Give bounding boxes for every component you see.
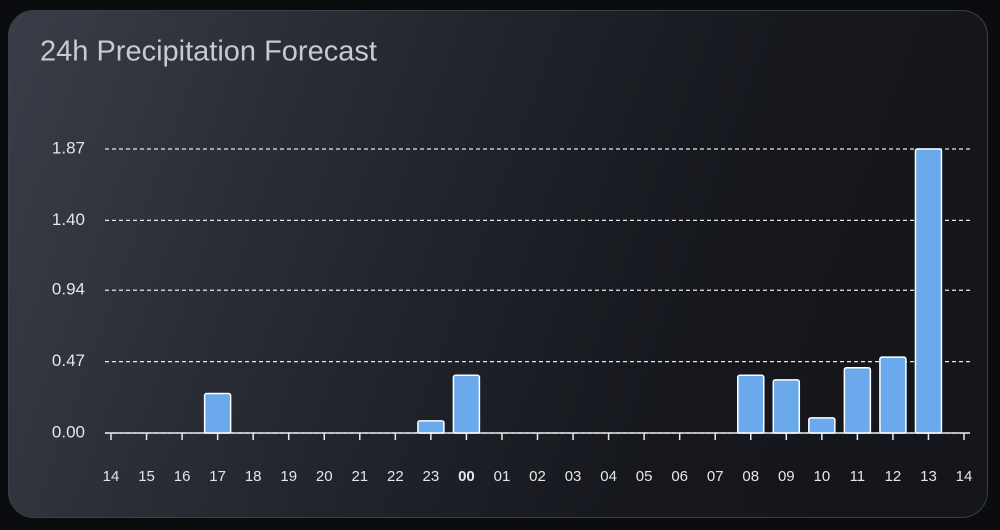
x-tick-label: 10 — [813, 468, 830, 485]
x-tick-label: 15 — [138, 468, 155, 485]
x-tick-label: 12 — [885, 468, 902, 485]
bar — [843, 366, 872, 434]
bar — [737, 374, 765, 434]
y-tick-label: 1.87 — [52, 138, 85, 157]
bar — [879, 356, 907, 434]
bar — [772, 379, 801, 434]
x-tick-label: 07 — [707, 468, 724, 485]
x-tick-label: 13 — [920, 468, 937, 485]
chart-title: 24h Precipitation Forecast — [40, 36, 377, 68]
bar — [914, 148, 943, 434]
x-tick-label: 06 — [671, 468, 688, 485]
x-tick-label: 16 — [174, 468, 191, 485]
x-tick-label: 00 — [458, 468, 475, 485]
bar — [417, 420, 445, 434]
x-tick-label: 08 — [742, 468, 759, 485]
x-tick-label: 21 — [351, 468, 368, 485]
x-tick-label: 04 — [600, 468, 617, 485]
x-tick-label: 17 — [209, 468, 226, 485]
x-tick-label: 18 — [245, 468, 262, 485]
x-tick-label: 01 — [494, 468, 511, 485]
x-tick-label: 23 — [423, 468, 440, 485]
y-tick-label: 1.40 — [52, 210, 85, 229]
x-tick-label: 22 — [387, 468, 404, 485]
bar — [452, 374, 481, 434]
bar — [203, 392, 232, 434]
y-tick-label: 0.00 — [52, 422, 85, 441]
x-tick-label: 05 — [636, 468, 653, 485]
bar — [808, 417, 836, 434]
x-tick-label: 14 — [956, 468, 973, 485]
x-tick-label: 14 — [103, 468, 120, 485]
x-tick-label: 11 — [850, 468, 866, 485]
x-tick-label: 02 — [529, 468, 546, 485]
x-tick-label: 19 — [280, 468, 297, 485]
x-tick-label: 20 — [316, 468, 333, 485]
x-tick-label: 03 — [565, 468, 582, 485]
x-tick-label: 09 — [778, 468, 795, 485]
y-tick-label: 0.94 — [52, 280, 85, 299]
y-tick-label: 0.47 — [52, 351, 85, 370]
